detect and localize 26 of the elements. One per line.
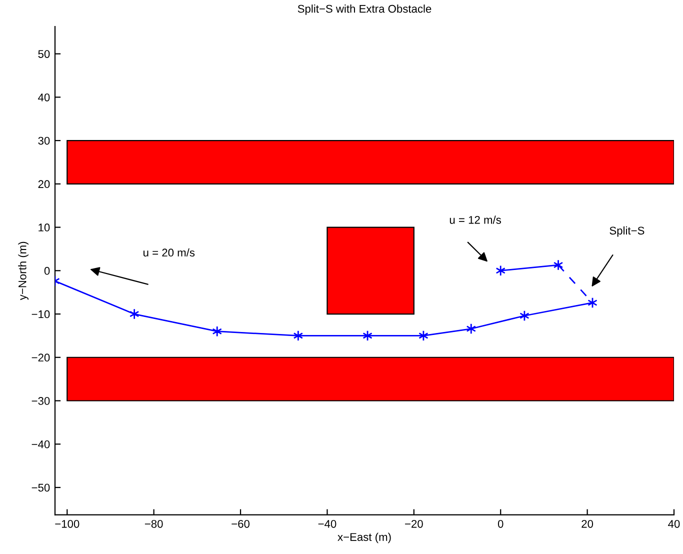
x-tick-label: −100 — [55, 520, 80, 528]
x-axis-title: x−East (m) — [338, 532, 391, 544]
x-tick-label: −20 — [405, 520, 423, 528]
y-tick-label: 0 — [44, 266, 50, 275]
x-tick-label: 20 — [582, 520, 594, 528]
y-tick-label: −50 — [32, 484, 50, 492]
y-axis-title: y−North (m) — [18, 242, 29, 300]
y-tick-label: 20 — [38, 180, 50, 188]
y-tick-label: −40 — [32, 440, 50, 448]
annotation: u = 12 m/s — [450, 216, 501, 224]
x-tick-label: 40 — [668, 520, 680, 528]
x-tick-label: −40 — [318, 520, 336, 528]
y-tick-label: 40 — [38, 93, 50, 102]
y-tick-label: −30 — [32, 397, 50, 405]
annotation: u = 20 m/s — [144, 248, 195, 257]
y-tick-label: −10 — [32, 310, 50, 318]
x-tick-label: 0 — [498, 520, 504, 528]
y-tick-label: 50 — [38, 50, 50, 58]
chart-title: Split−S with Extra Obstacle — [298, 4, 432, 15]
x-tick-label: −80 — [144, 520, 163, 528]
annotation: Split−S — [610, 226, 644, 237]
y-tick-label: −20 — [32, 354, 50, 362]
y-tick-label: 10 — [38, 224, 50, 232]
y-tick-label: 30 — [38, 136, 50, 145]
point — [129, 308, 140, 320]
x-tick-label: −60 — [232, 520, 250, 528]
